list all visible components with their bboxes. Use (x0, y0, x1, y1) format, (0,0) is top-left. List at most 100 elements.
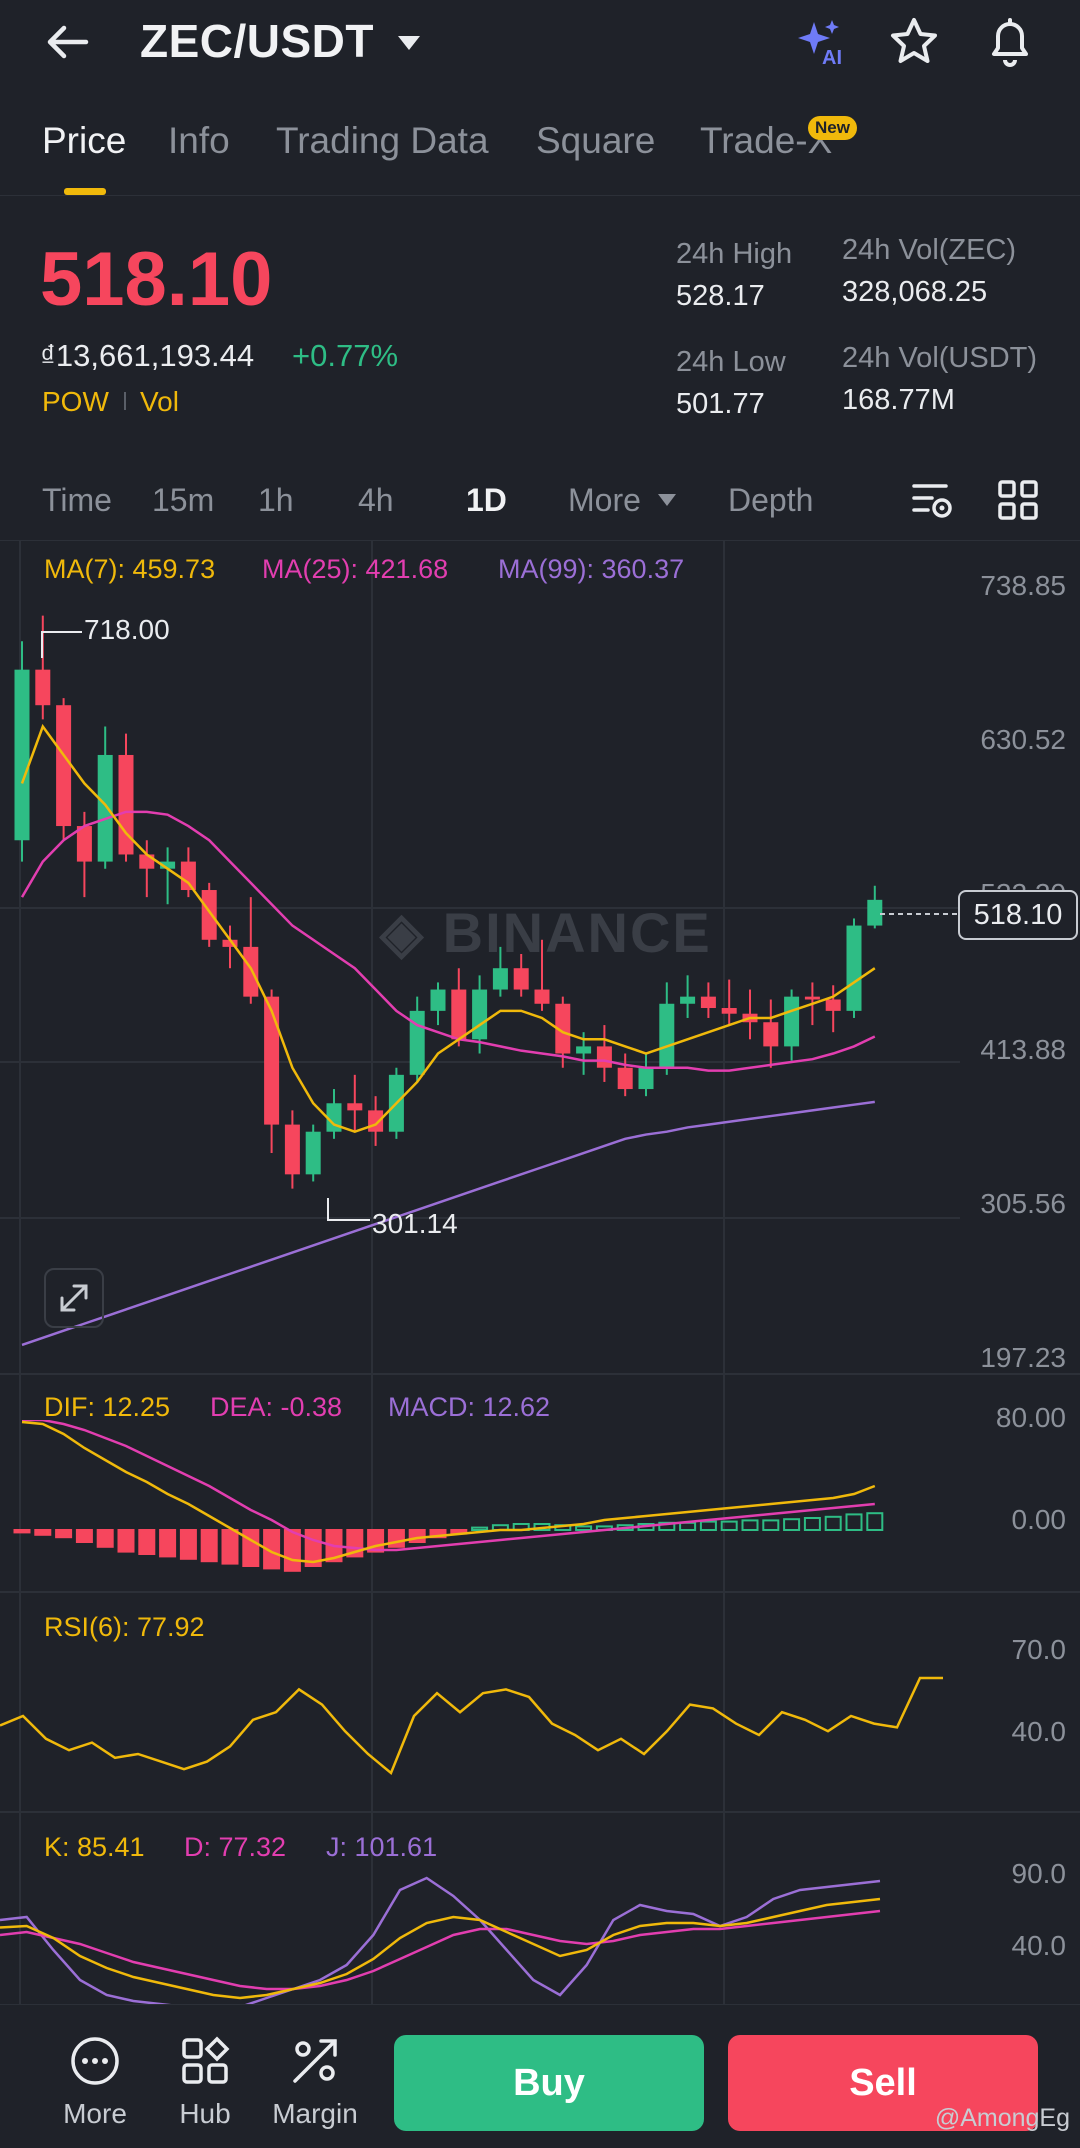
candle (638, 1053, 654, 1097)
indicator-settings-icon[interactable] (910, 478, 954, 522)
fiat-price: ₫13,661,193.44 (40, 338, 255, 373)
candle-body (596, 1046, 612, 1068)
star-icon[interactable] (888, 16, 940, 68)
watermark-text: BINANCE (442, 901, 712, 964)
candle (180, 847, 196, 898)
last-price-tag: 518.10 (958, 890, 1078, 940)
kdj-j: J: 101.61 (326, 1832, 438, 1862)
macd-bar (471, 1526, 489, 1531)
sell-button[interactable]: Sell (728, 2035, 1038, 2131)
candle-body (368, 1110, 384, 1132)
candle (305, 1124, 321, 1182)
macd-bar (117, 1529, 135, 1553)
interval-15m[interactable]: 15m (152, 482, 215, 518)
candle-body (700, 996, 716, 1009)
high-value: 528.17 (676, 280, 765, 312)
high-marker: 718.00 (84, 614, 170, 645)
candle (784, 989, 800, 1061)
candle-body (56, 705, 72, 827)
candle-body (680, 996, 696, 1004)
candle-body (472, 989, 488, 1040)
low-marker-line (327, 1198, 370, 1221)
hub-button[interactable]: Hub (150, 2035, 260, 2130)
candle-body (201, 890, 217, 940)
candle (659, 982, 675, 1075)
candle-body (160, 861, 176, 869)
macd-bar (845, 1513, 863, 1532)
interval-time[interactable]: Time (42, 482, 112, 518)
tab-square[interactable]: Square (536, 120, 656, 161)
macd-bar (720, 1520, 738, 1531)
interval-1h[interactable]: 1h (258, 482, 294, 518)
macd-bar (699, 1520, 717, 1531)
chevron-down-icon[interactable] (394, 30, 424, 54)
pair-title[interactable]: ZEC/USDT (140, 15, 374, 67)
candle-body (513, 968, 529, 990)
more-chevron-icon[interactable] (656, 492, 678, 508)
candle (742, 989, 758, 1040)
price-change: +0.77% (292, 338, 399, 373)
candle-body (430, 989, 446, 1011)
bell-icon[interactable] (984, 14, 1036, 68)
back-arrow-icon[interactable] (40, 18, 96, 66)
tab-price[interactable]: Price (42, 120, 127, 161)
ma99-legend: MA(99): 360.37 (498, 554, 685, 584)
macd-bar (200, 1529, 218, 1563)
candle (368, 1096, 384, 1146)
more-button[interactable]: More (40, 2035, 150, 2130)
macd-bar (679, 1521, 697, 1532)
k-line (0, 1897, 881, 2000)
margin-button[interactable]: Margin (260, 2035, 370, 2130)
rsi-line (0, 1676, 943, 1776)
interval-more[interactable]: More (568, 482, 641, 518)
candle-body (555, 1003, 571, 1054)
macd-bar (824, 1515, 842, 1532)
candle (534, 939, 550, 1011)
interval-4h[interactable]: 4h (358, 482, 394, 518)
candle-body (825, 999, 841, 1011)
layout-grid-icon[interactable] (996, 478, 1040, 522)
candle-body (76, 826, 92, 862)
high-marker-line (41, 631, 82, 658)
ai-sparkle-icon[interactable]: AI (794, 16, 848, 69)
low-label: 24h Low (676, 346, 786, 378)
candle-body (284, 1124, 300, 1175)
candle (56, 698, 72, 841)
candle-body (492, 968, 508, 990)
credit-watermark: @AmongEg (934, 2104, 1070, 2132)
tab-info[interactable]: Info (168, 120, 230, 161)
low-value: 501.77 (676, 388, 765, 420)
interval-1d[interactable]: 1D (466, 482, 507, 518)
macd-chart (13, 1420, 884, 1572)
expand-chart-button[interactable] (44, 1268, 104, 1328)
axis-price-4: 413.88 (980, 1034, 1066, 1065)
tag-pow[interactable]: POW (42, 386, 109, 417)
candle-body (576, 1046, 592, 1054)
candle (721, 979, 737, 1026)
candle (222, 925, 238, 969)
candle (243, 897, 259, 1004)
candle (700, 982, 716, 1018)
macd-bar (34, 1529, 52, 1536)
candle (97, 726, 113, 869)
macd-bar (159, 1529, 177, 1558)
depth-tab[interactable]: Depth (728, 482, 814, 518)
tab-trading-data[interactable]: Trading Data (276, 120, 489, 161)
kdj-chart (0, 1876, 881, 2004)
expand-icon (60, 1284, 88, 1312)
candle-body (534, 989, 550, 1004)
d-line (0, 1909, 881, 1991)
rsi-chart (0, 1676, 943, 1776)
candle (680, 975, 696, 1018)
candle (617, 1053, 633, 1097)
buy-button[interactable]: Buy (394, 2035, 704, 2131)
macd-bar (263, 1529, 281, 1570)
tag-divider (124, 392, 126, 410)
candle (451, 968, 467, 1047)
more-label: More (63, 2098, 127, 2129)
macd-bar (13, 1529, 31, 1534)
candle (409, 996, 425, 1082)
margin-icon (293, 2039, 337, 2083)
candlestick-chart[interactable] (0, 540, 960, 1380)
tag-vol[interactable]: Vol (140, 386, 179, 417)
